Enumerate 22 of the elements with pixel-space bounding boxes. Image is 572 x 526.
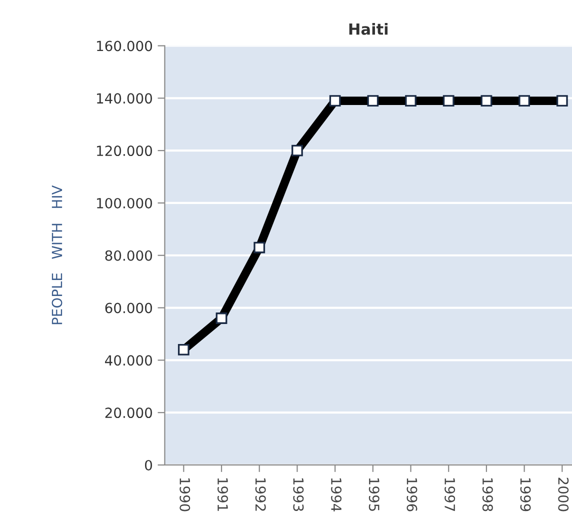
- y-tick-label: 20.000: [105, 408, 152, 418]
- y-tick-label: 0: [145, 460, 152, 470]
- x-tick-label: 1990: [180, 478, 190, 512]
- y-tick-label: 160.000: [97, 40, 152, 52]
- x-tick-label: 1999: [520, 478, 531, 512]
- y-tick-label: 140.000: [97, 93, 152, 104]
- x-tick-label: 1996: [406, 478, 418, 512]
- y-tick-label: 60.000: [105, 302, 152, 314]
- x-tick-label: 1992: [255, 478, 266, 511]
- x-tick-label: 1993: [293, 478, 304, 512]
- x-tick-label: 1998: [482, 478, 493, 512]
- y-tick-label: 100.000: [97, 198, 152, 208]
- x-tick-label: 1994: [331, 478, 342, 512]
- y-tick-label: 120.000: [97, 146, 152, 156]
- y-tick-label: 40.000: [105, 355, 152, 366]
- x-tick-label: 1991: [217, 478, 228, 511]
- y-axis-title: PEOPLE WITH HIV: [52, 185, 62, 324]
- y-tick-label: 80.000: [105, 250, 152, 261]
- x-tick-label: 2000: [558, 478, 569, 512]
- x-tick-label: 1995: [368, 478, 380, 511]
- x-tick-label: 1997: [444, 478, 456, 511]
- chart-title: Haiti: [349, 23, 388, 35]
